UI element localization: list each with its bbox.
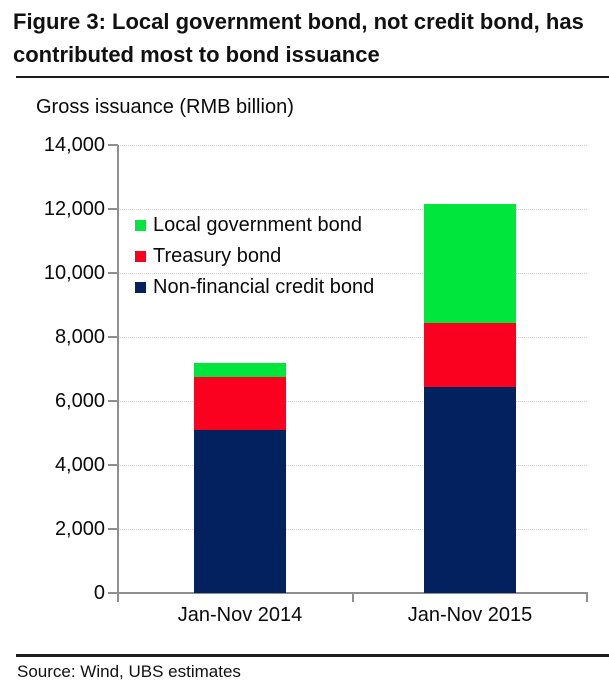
legend-label: Non-financial credit bond [153,276,375,298]
source-note: Source: Wind, UBS estimates [17,662,241,681]
figure-title-line-1: Figure 3: Local government bond, not cre… [13,9,584,34]
y-axis-tick-mark [108,528,118,530]
gridline-4,000 [118,464,587,466]
bar-segment-local-government-bond-jan-nov-2015 [424,204,516,324]
x-axis-tick-mark [117,592,119,602]
legend-item-non-financial-credit-bond: Non-financial credit bond [135,272,374,303]
y-axis-title: Gross issuance (RMB billion) [36,96,294,118]
y-axis-tick-label: 10,000 [43,262,105,284]
legend-label: Treasury bond [153,245,282,267]
gridline-12,000 [118,208,587,210]
bar-segment-non-financial-credit-bond-jan-nov-2014 [194,429,286,593]
bottom-divider-rule [16,654,609,657]
y-axis-tick-label: 6,000 [54,390,105,412]
bar-segment-treasury-bond-jan-nov-2015 [424,323,516,387]
bar-segment-non-financial-credit-bond-jan-nov-2015 [424,386,516,593]
x-axis-category-label: Jan-Nov 2015 [407,604,533,626]
title-divider-rule [16,76,609,78]
y-axis-tick-mark [108,400,118,402]
legend-item-treasury-bond: Treasury bond [135,241,281,272]
y-axis-tick-label: 8,000 [54,326,105,348]
y-axis-line [117,145,119,595]
legend-item-local-government-bond: Local government bond [135,210,362,241]
y-axis-tick-label: 0 [93,582,105,604]
bar-segment-local-government-bond-jan-nov-2014 [194,362,286,377]
y-axis-tick-mark [108,208,118,210]
y-axis-tick-label: 14,000 [43,134,105,156]
gridline-8,000 [118,336,587,338]
figure-title-line-2: contributed most to bond issuance [13,42,380,67]
y-axis-tick-mark [108,144,118,146]
gridline-2,000 [118,528,587,530]
x-axis-tick-mark [352,592,354,602]
legend-label: Local government bond [153,214,363,236]
y-axis-tick-mark [108,272,118,274]
bar-segment-treasury-bond-jan-nov-2014 [194,377,286,430]
x-axis-category-label: Jan-Nov 2014 [177,604,303,626]
x-axis-tick-mark [586,592,588,602]
y-axis-tick-mark [108,592,118,594]
legend-swatch-icon [135,251,146,262]
gridline-14,000 [118,144,587,146]
y-axis-tick-mark [108,464,118,466]
gridline-6,000 [118,400,587,402]
y-axis-tick-mark [108,336,118,338]
y-axis-tick-label: 12,000 [43,198,105,220]
y-axis-tick-label: 4,000 [54,454,105,476]
gridline-10,000 [118,272,587,274]
y-axis-tick-label: 2,000 [54,518,105,540]
legend-swatch-icon [135,220,146,231]
legend-swatch-icon [135,282,146,293]
figure-title: Figure 3: Local government bond, not cre… [13,5,597,71]
